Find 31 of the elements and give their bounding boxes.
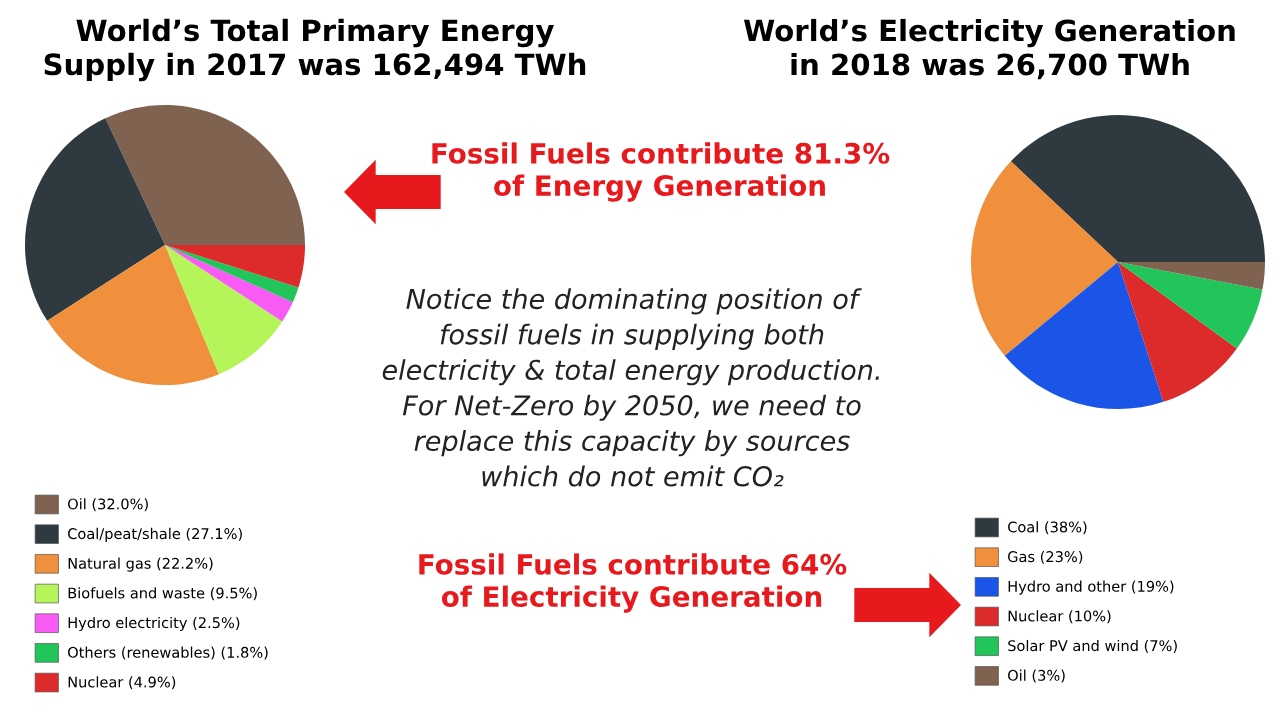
pie-slice (47, 245, 219, 385)
pie-slice (165, 245, 293, 322)
pie-slice (105, 105, 305, 245)
legend-label: Solar PV and wind (7%) (1008, 639, 1177, 653)
pie-slice (1010, 115, 1265, 262)
legend-label: Nuclear (4.9%) (68, 676, 176, 690)
pie-slice (1118, 262, 1263, 349)
legend-label: Biofuels and waste (9.5%) (68, 587, 257, 601)
pie-slice (1118, 262, 1265, 290)
legend-label: Coal (38%) (1008, 521, 1087, 535)
legend-label: Nuclear (10%) (1008, 610, 1111, 624)
legend-label: Natural gas (22.2%) (68, 557, 213, 572)
text: Fossil Fuels contribute 64% of Electricity Generation (419, 553, 847, 613)
legend-label: Oil (32.0%) (68, 498, 148, 512)
pie-slice (165, 245, 305, 288)
pie-slice (165, 245, 299, 303)
text: Fossil Fuels contribute 81.3% of Energy Generation (432, 142, 890, 202)
pie-slice (971, 161, 1118, 356)
pie-slice (1004, 262, 1164, 409)
legend-label: Coal/peat/shale (27.1%) (68, 527, 242, 542)
pie-slice (165, 245, 283, 375)
chart-title: World’s Electricity Generation in 2018 was 26,700 TWh (743, 18, 1235, 80)
text: Notice the dominating position of fossil fuels in supplying both electricity & total energy production. For Net-Zero by 2050, we need to replace this capacity by sources which do not emit CO₂ (382, 288, 879, 487)
legend-label: Others (renewables) (1.8%) (68, 646, 268, 660)
legend-label: Oil (3%) (1008, 669, 1065, 683)
pie-slice (25, 118, 165, 321)
legend-label: Gas (23%) (1008, 550, 1083, 564)
pie-slice (1118, 262, 1237, 402)
chart-title: World’s Total Primary Energy Supply in 2017 was 162,494 TWh (44, 18, 586, 82)
legend-label: Hydro and other (19%) (1008, 580, 1174, 595)
legend-label: Hydro electricity (2.5%) (68, 616, 240, 632)
